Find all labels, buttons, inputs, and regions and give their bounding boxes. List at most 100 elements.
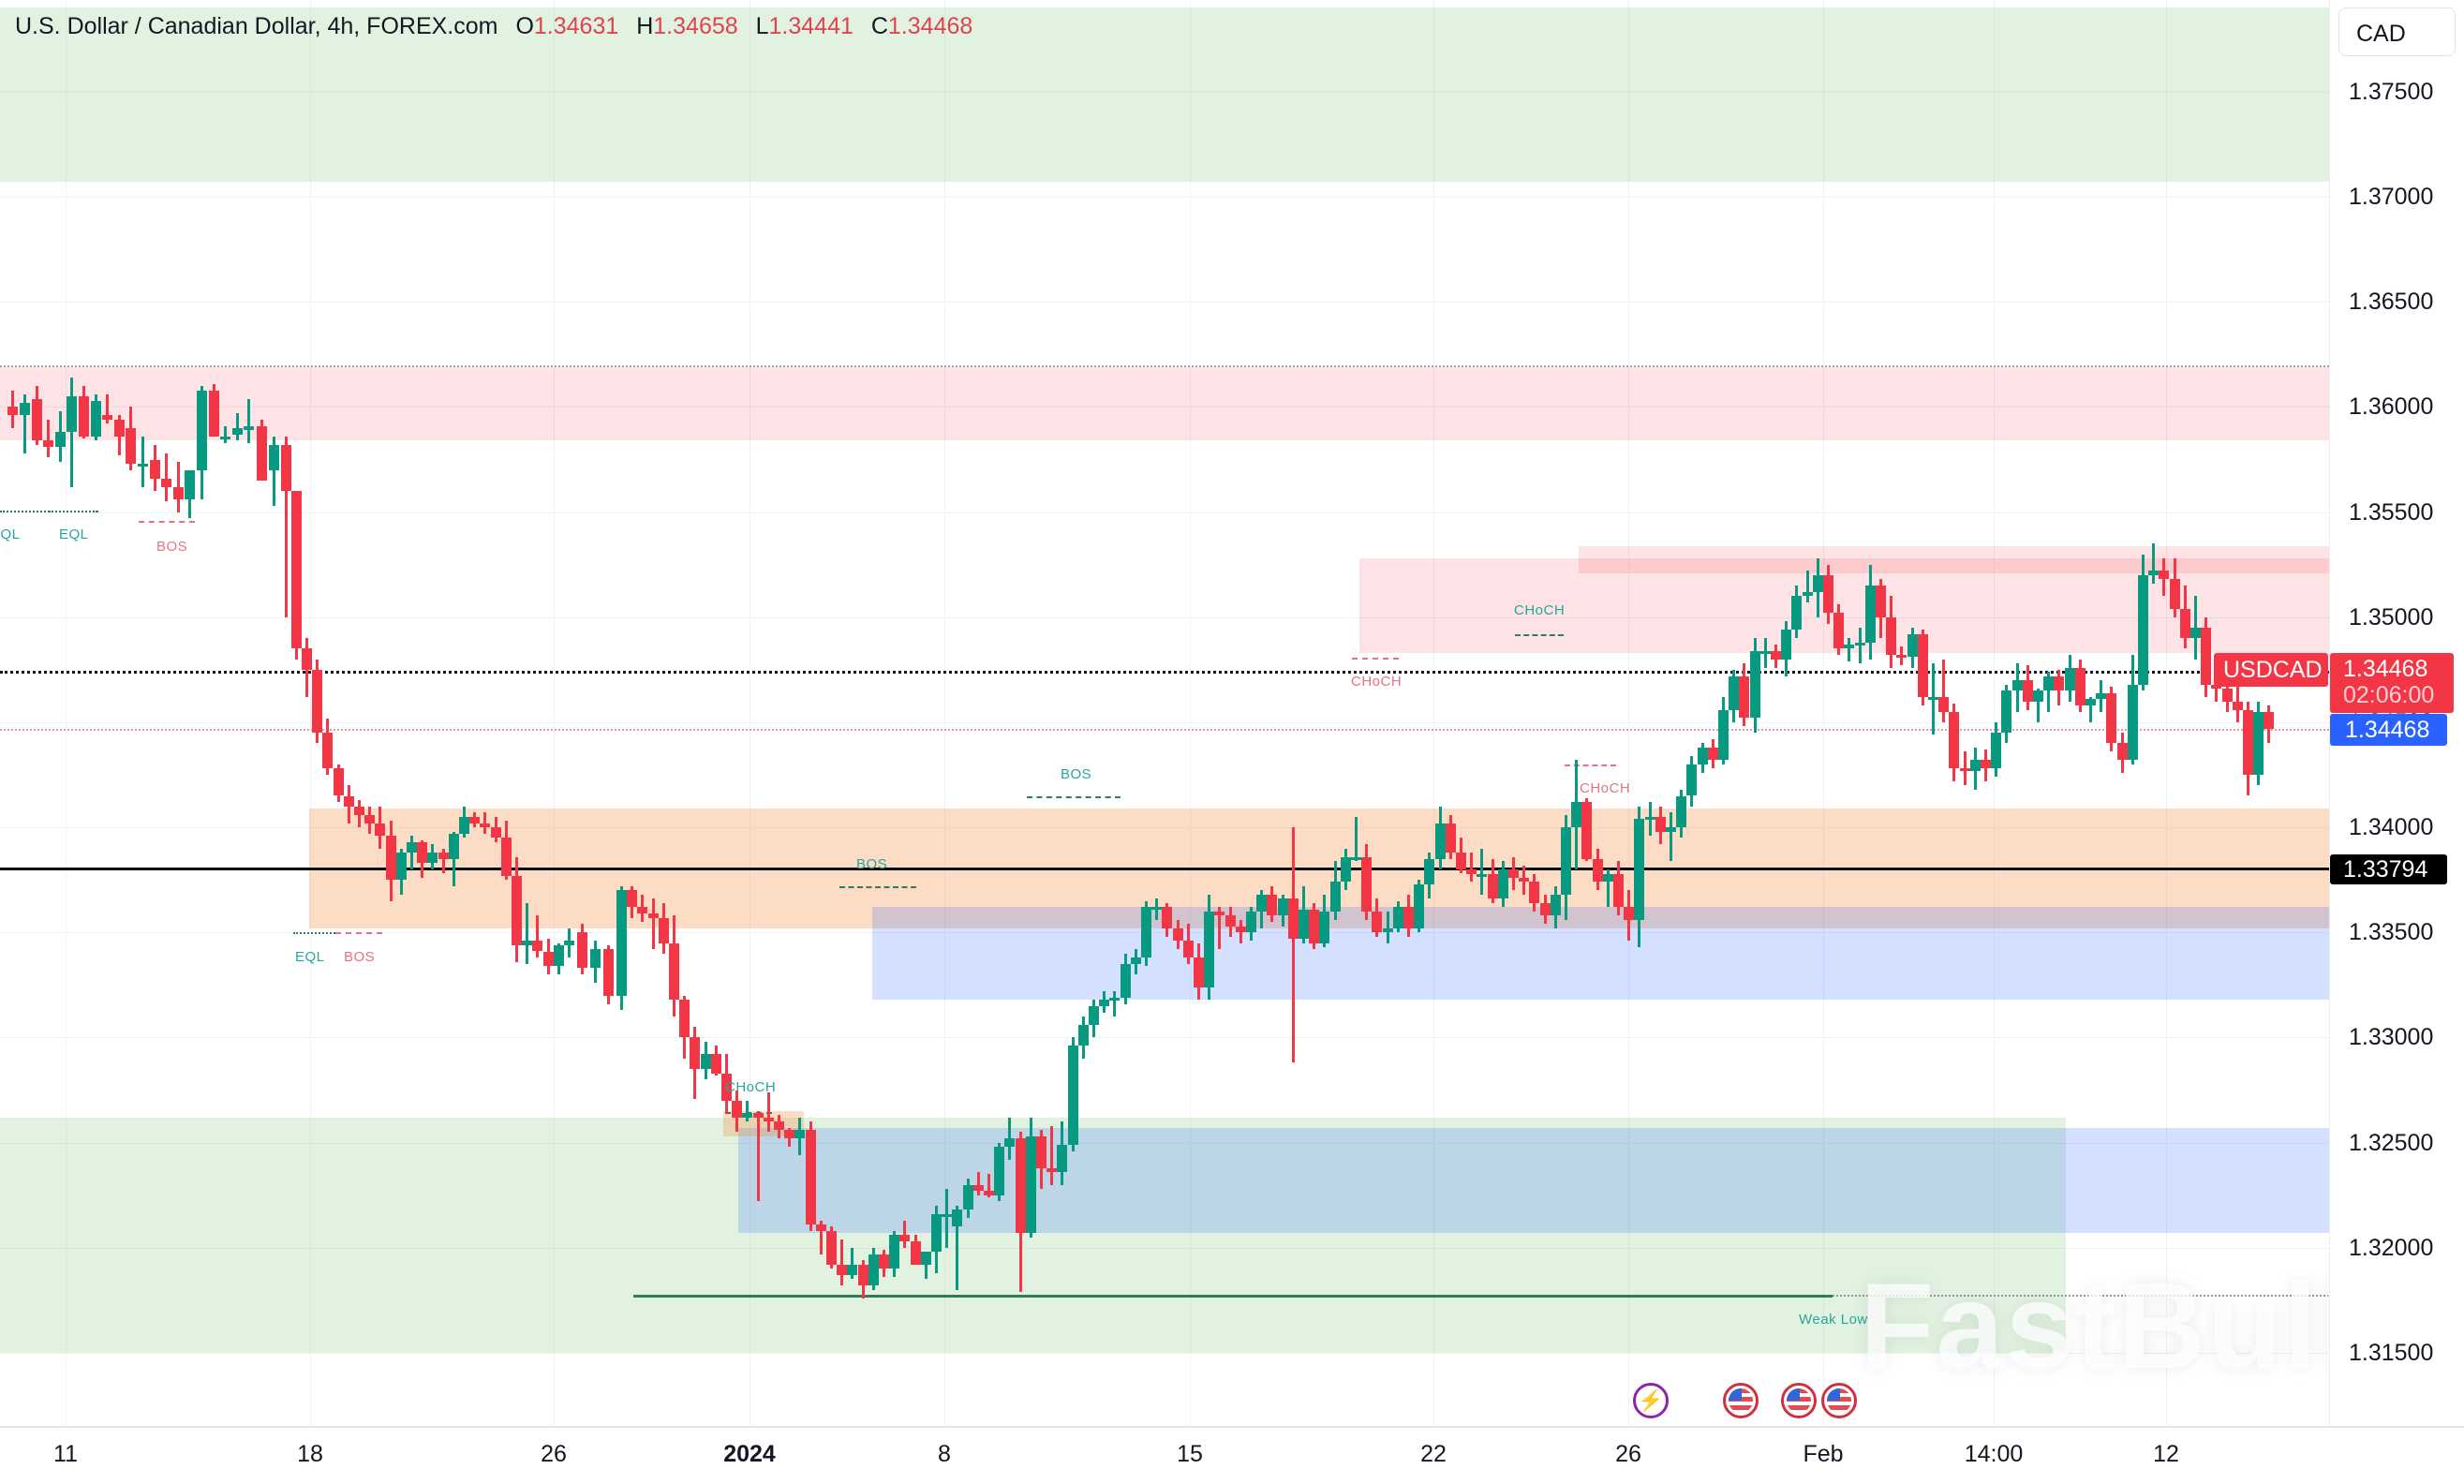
candle-down — [1655, 816, 1666, 832]
candle-up — [2011, 680, 2023, 691]
candle-wick — [1480, 848, 1484, 895]
candle-up — [269, 444, 279, 470]
candle-down — [1036, 1135, 1046, 1168]
candle-wick — [987, 1174, 990, 1197]
candle-wick — [945, 1189, 949, 1248]
candle-down — [31, 398, 42, 441]
candle-up — [1204, 911, 1215, 987]
candle-down — [208, 390, 219, 437]
candle-up — [1109, 997, 1121, 1001]
candle-down — [343, 795, 354, 807]
candle-down — [2232, 701, 2243, 710]
candle-wick — [1606, 869, 1610, 908]
grid-line-vertical — [554, 0, 555, 1426]
candle-up — [1004, 1138, 1016, 1148]
candle-wick — [452, 831, 455, 886]
symbol-legend[interactable]: U.S. Dollar / Canadian Dollar, 4h, FOREX… — [15, 13, 972, 40]
candle-up — [1812, 574, 1823, 592]
time-tick-label: 12 — [2153, 1441, 2179, 1467]
candle-up — [1077, 1025, 1089, 1046]
candle-up — [138, 464, 148, 467]
us-flag-event-icon[interactable] — [1723, 1383, 1759, 1418]
candle-down — [364, 814, 376, 824]
candle-up — [920, 1252, 931, 1265]
candle-up — [1844, 644, 1855, 649]
candle-wick — [746, 1100, 750, 1122]
candle-up — [553, 944, 564, 967]
grid-line-horizontal — [0, 407, 2329, 408]
bid-price-tag: 1.34468 — [2330, 714, 2447, 746]
candle-wick — [273, 436, 275, 506]
grid-line-horizontal — [0, 302, 2329, 304]
time-tick-label: 18 — [297, 1441, 323, 1467]
candle-down — [1287, 898, 1299, 940]
candle-down — [2243, 709, 2253, 776]
candle-wick — [2089, 697, 2092, 722]
candle-down — [354, 806, 364, 815]
candle-wick — [924, 1255, 928, 1280]
candle-wick — [483, 812, 487, 834]
candle-down — [469, 816, 481, 824]
candle-wick — [1470, 853, 1474, 883]
horizontal-line-1-33794[interactable] — [0, 868, 2329, 870]
candle-wick — [141, 436, 144, 487]
candle-up — [1067, 1046, 1078, 1145]
candle-wick — [224, 425, 228, 443]
grid-line-horizontal — [0, 721, 2329, 723]
candle-down — [1194, 957, 1204, 987]
candle-up — [1759, 650, 1771, 654]
grid-line-horizontal — [0, 1037, 2329, 1039]
time-tick-label: 14:00 — [1964, 1441, 2024, 1467]
candle-wick — [284, 436, 288, 617]
bid-dotted-line — [0, 729, 2329, 731]
candle-up — [2148, 571, 2160, 575]
candle-up — [1854, 642, 1865, 646]
bos-dashed-line-1 — [139, 521, 195, 523]
candle-up — [54, 432, 66, 448]
last-price-tag: 1.34468 02:06:00 — [2330, 653, 2454, 713]
bos-dashed-line-3 — [839, 886, 916, 888]
bos-dashed-line-4 — [1027, 796, 1121, 798]
time-tick-label: 26 — [1615, 1441, 1641, 1467]
candle-down — [1529, 882, 1540, 903]
candle-wick — [247, 398, 251, 443]
candle-down — [1886, 616, 1897, 656]
candle-up — [1151, 907, 1163, 911]
currency-button[interactable]: CAD — [2338, 7, 2456, 56]
price-axis[interactable]: 1.37500 1.37000 1.36500 1.36000 1.35500 1.350… — [2329, 0, 2464, 1426]
candle-down — [679, 1000, 690, 1038]
chart-plot-area[interactable]: EQL EQL BOS EQL BOS BOS BOS CHoCH CHoCH CHoCH CHoC… — [0, 0, 2329, 1426]
candle-down — [2159, 571, 2170, 580]
candle-down — [1613, 873, 1624, 908]
grid-line-vertical — [310, 0, 311, 1426]
price-tick-label: 1.36000 — [2349, 393, 2434, 421]
candle-down — [577, 932, 587, 969]
price-tick-label: 1.36500 — [2349, 289, 2434, 316]
us-flag-event-icon[interactable] — [1821, 1383, 1857, 1418]
ohlc-high-key: H — [636, 13, 654, 39]
candle-up — [700, 1054, 711, 1070]
eql-dotted-line-2 — [293, 932, 335, 934]
candle-down — [480, 823, 491, 828]
candle-up — [1907, 633, 1918, 658]
smc-label-bos: BOS — [856, 856, 888, 872]
last-price-value: 1.34468 — [2343, 656, 2428, 682]
candle-up — [1697, 747, 1708, 764]
candle-down — [312, 669, 323, 734]
price-tick-label: 1.33500 — [2349, 919, 2434, 946]
candle-up — [1550, 894, 1561, 916]
candle-wick — [766, 1091, 770, 1133]
grid-line-horizontal — [0, 1352, 2329, 1354]
us-flag-event-icon[interactable] — [1781, 1383, 1817, 1418]
candle-down — [627, 890, 638, 908]
candle-down — [805, 1130, 816, 1225]
candle-up — [2085, 699, 2096, 706]
lightning-event-icon[interactable]: ⚡ — [1633, 1383, 1669, 1418]
candle-down — [542, 951, 554, 967]
grid-line-horizontal — [0, 512, 2329, 513]
candle-up — [1477, 873, 1488, 877]
bar-countdown: 02:06:00 — [2343, 682, 2435, 708]
candle-down — [2221, 689, 2233, 702]
time-axis[interactable]: 11 18 26 2024 8 15 22 26 Feb 14:00 12 — [0, 1426, 2464, 1484]
